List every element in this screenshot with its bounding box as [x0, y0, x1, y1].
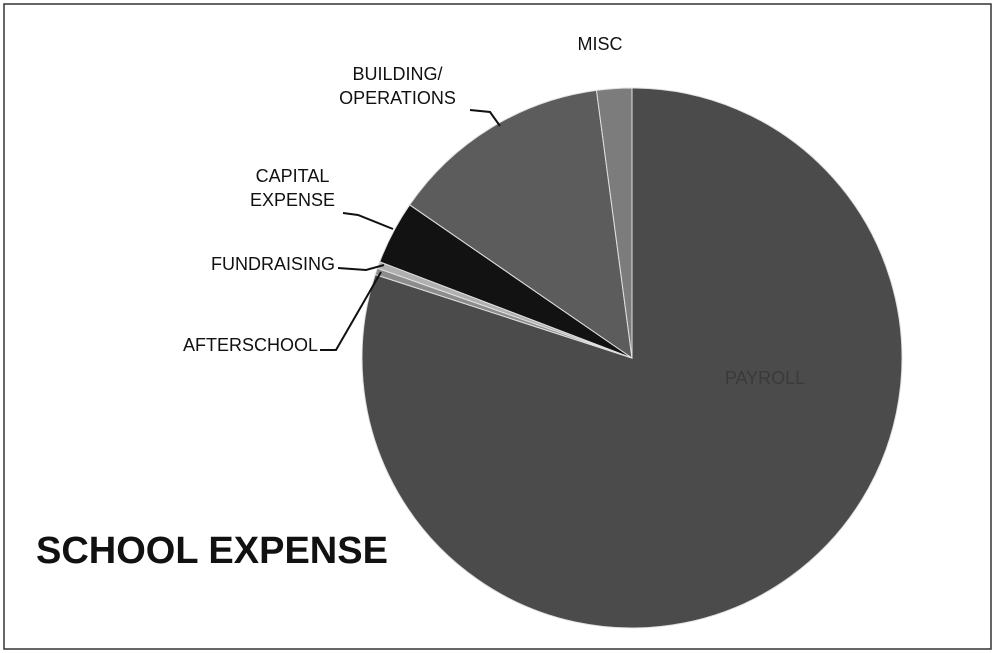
slice-label: BUILDING/ OPERATIONS: [339, 64, 456, 108]
chart-title: SCHOOL EXPENSE: [36, 530, 388, 572]
chart-border: [3, 3, 992, 650]
slice-label: AFTERSCHOOL: [182, 335, 318, 355]
leader-line: [337, 264, 385, 272]
leader-lines: [320, 109, 501, 351]
leader-line: [342, 212, 394, 230]
slice-label: PAYROLL: [724, 368, 806, 388]
slice-label: FUNDRAISING: [210, 254, 335, 274]
leader-line: [469, 109, 501, 127]
pie-slice: [408, 89, 633, 360]
pie-slice: [595, 87, 633, 359]
pie: [361, 87, 903, 629]
slice-label: MISC: [577, 34, 623, 54]
leader-line: [320, 271, 382, 351]
slice-label: CAPITAL EXPENSE: [249, 166, 336, 210]
